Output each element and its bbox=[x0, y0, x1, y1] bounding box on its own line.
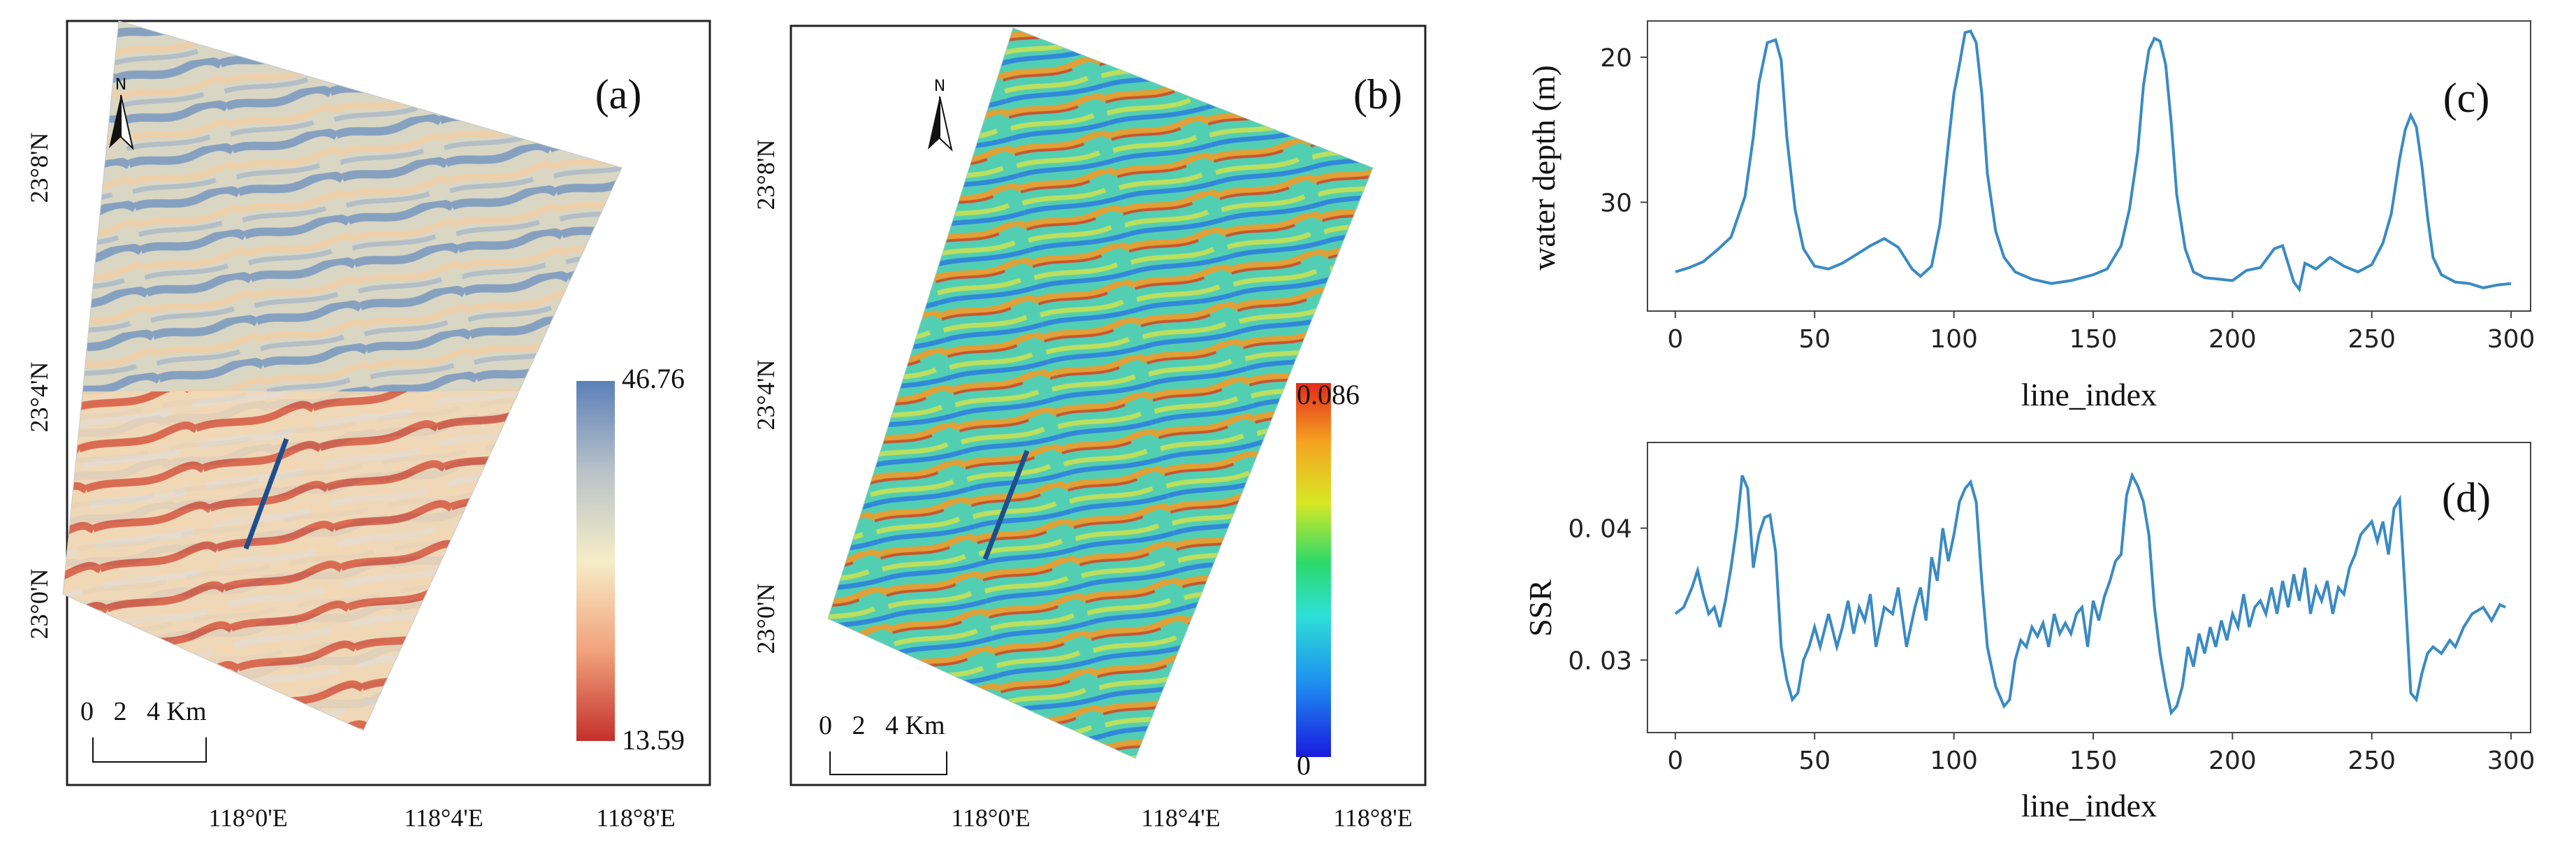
chart-d-panel-label: (d) bbox=[2442, 475, 2491, 521]
chart-d-xtick-label: 150 bbox=[2069, 747, 2118, 775]
panel-b-lat-tick: 23°4'N bbox=[752, 360, 780, 431]
panel-a-scale-label: 0 2 4 Km bbox=[80, 697, 207, 726]
chart-d-xtick-label: 300 bbox=[2487, 747, 2535, 775]
chart-d-xlabel: line_index bbox=[2021, 788, 2157, 823]
panel-a: (a) N 23°8'N 23°4'N 23°0'N 118°0'E 118°4… bbox=[25, 20, 711, 832]
panel-a-colorbar-max: 46.76 bbox=[622, 363, 685, 394]
panel-a-lat-tick: 23°4'N bbox=[25, 362, 53, 433]
panel-b-lon-tick: 118°0'E bbox=[951, 804, 1031, 832]
panel-a-scale-bar bbox=[92, 737, 207, 763]
panel-b-label: (b) bbox=[1353, 71, 1402, 117]
panel-a-label: (a) bbox=[595, 71, 642, 117]
panel-b-profile-line bbox=[982, 449, 1030, 561]
chart-c-xtick-label: 150 bbox=[2069, 325, 2118, 354]
chart-c-ytick-label: 30 bbox=[1600, 189, 1632, 217]
panel-a-lon-tick: 118°0'E bbox=[208, 804, 288, 832]
chart-d-frame bbox=[1647, 442, 2531, 733]
chart-c: 0 50 100 150 200 250 300 20 30 (c) line_index w… bbox=[1526, 20, 2535, 412]
panel-b-lat-tick: 23°8'N bbox=[752, 140, 780, 210]
panel-b-lat-tick: 23°0'N bbox=[752, 584, 780, 654]
panel-a-profile-line bbox=[243, 438, 289, 550]
chart-c-xtick-label: 100 bbox=[1930, 325, 1978, 354]
chart-c-frame bbox=[1647, 20, 2531, 312]
chart-c-xlabel: line_index bbox=[2021, 377, 2157, 412]
panel-b-colorbar-min: 0 bbox=[1297, 749, 1311, 781]
panel-b-lon-tick: 118°8'E bbox=[1333, 804, 1413, 832]
panel-a-lon-tick: 118°4'E bbox=[404, 804, 483, 832]
chart-d-ytick-label: 0. 04 bbox=[1568, 515, 1632, 544]
panel-a-north-label: N bbox=[115, 76, 126, 94]
chart-d-xtick-label: 250 bbox=[2348, 747, 2396, 775]
chart-c-ytick-label: 20 bbox=[1600, 44, 1632, 73]
panel-a-colorbar bbox=[576, 381, 615, 741]
chart-d-xtick-label: 50 bbox=[1798, 747, 1831, 775]
chart-d-xtick-label: 200 bbox=[2208, 747, 2257, 775]
panel-a-lon-tick: 118°8'E bbox=[596, 804, 676, 832]
panel-b: (b) N 23°8'N 23°4'N 23°0'N 118°0'E 118°4… bbox=[752, 24, 1427, 832]
panel-b-colorbar-max: 0.086 bbox=[1297, 379, 1360, 410]
panel-a-colorbar-min: 13.59 bbox=[622, 724, 685, 756]
panel-b-scale-bar bbox=[829, 751, 947, 775]
chart-c-xtick-label: 50 bbox=[1798, 325, 1831, 354]
panel-b-colorbar bbox=[1296, 383, 1331, 757]
chart-d-ylabel: SSR bbox=[1522, 579, 1558, 637]
panel-a-north-arrow-icon bbox=[109, 94, 134, 150]
chart-c-series-line bbox=[1675, 29, 2512, 293]
chart-d-xtick-label: 100 bbox=[1930, 747, 1978, 775]
panel-b-scale-label: 0 2 4 Km bbox=[819, 711, 945, 740]
chart-d-xtick-label: 0 bbox=[1667, 747, 1683, 775]
chart-d-series-line bbox=[1674, 471, 2506, 716]
panel-a-lat-tick: 23°8'N bbox=[25, 133, 53, 203]
chart-c-xtick-label: 300 bbox=[2487, 325, 2535, 354]
chart-c-ylabel: water depth (m) bbox=[1526, 65, 1562, 271]
chart-c-xtick-label: 0 bbox=[1667, 325, 1683, 354]
chart-d: 0 50 100 150 200 250 300 0. 03 0. 04 (d) line_i… bbox=[1522, 442, 2535, 823]
chart-d-ytick-label: 0. 03 bbox=[1568, 647, 1632, 675]
chart-c-xtick-label: 200 bbox=[2208, 325, 2257, 354]
chart-c-xtick-label: 250 bbox=[2348, 325, 2396, 354]
panel-b-lon-tick: 118°4'E bbox=[1141, 804, 1221, 832]
panel-b-north-label: N bbox=[934, 78, 945, 95]
panel-a-lat-tick: 23°0'N bbox=[25, 569, 53, 640]
panel-b-north-arrow-icon bbox=[928, 96, 953, 152]
chart-c-panel-label: (c) bbox=[2443, 75, 2490, 121]
